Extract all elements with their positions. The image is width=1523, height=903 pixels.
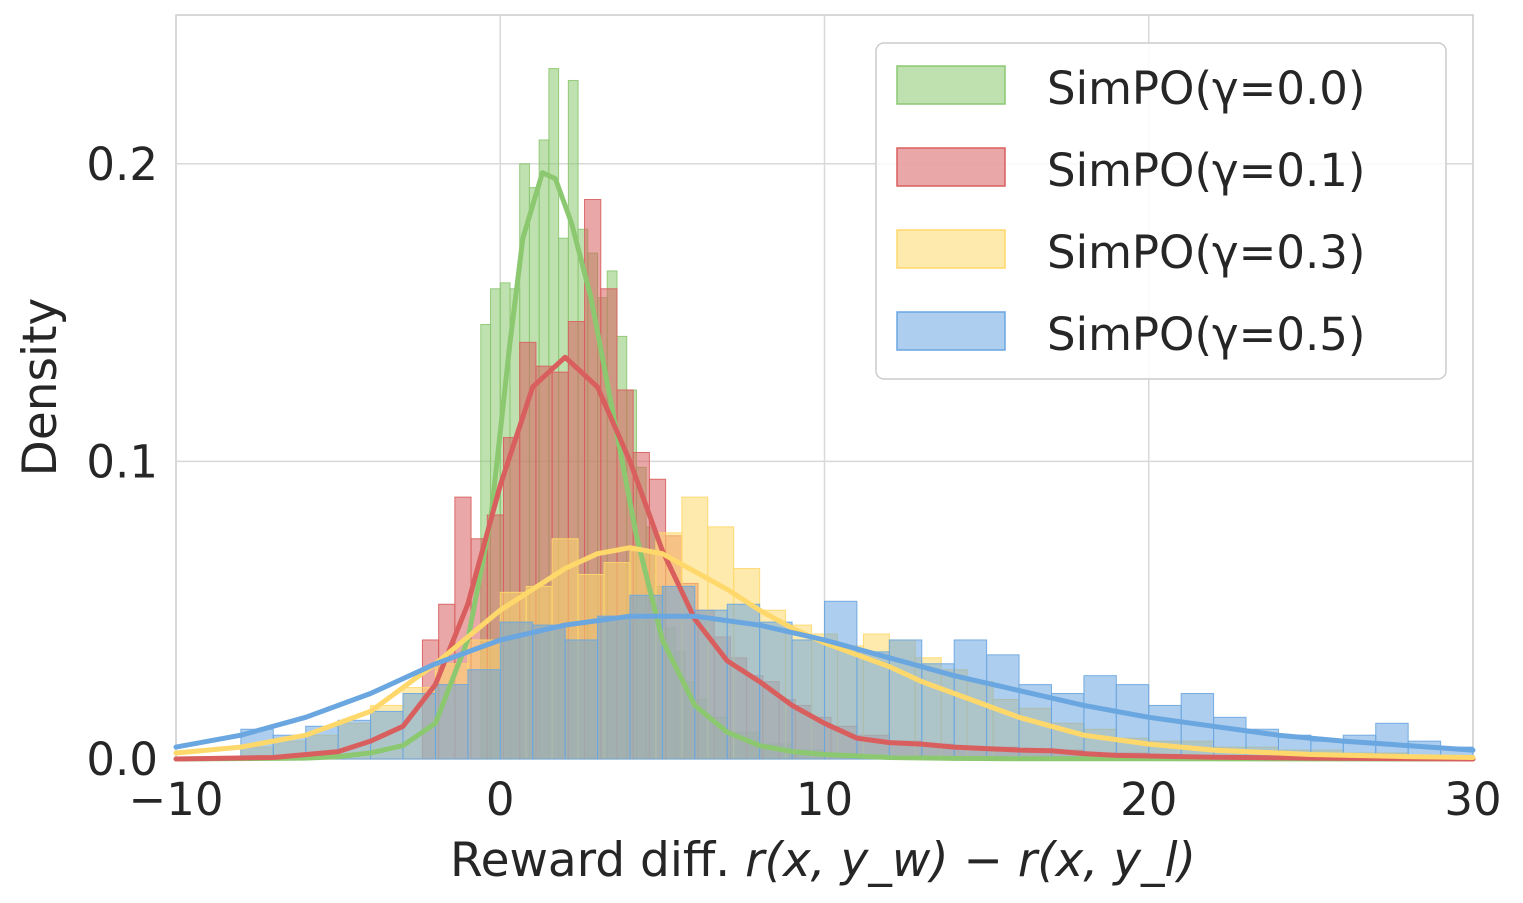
legend-swatch	[896, 65, 1006, 105]
histogram-bar	[564, 639, 599, 760]
x-tick-label: 20	[1120, 773, 1177, 826]
y-tick-label: 0.2	[86, 138, 158, 191]
histogram-bar	[434, 684, 469, 760]
x-tick-label: 30	[1444, 773, 1501, 826]
legend-label: SimPO(γ=0.5)	[1047, 308, 1365, 361]
legend-label: SimPO(γ=0.0)	[1047, 62, 1365, 115]
kde-line	[173, 613, 1476, 753]
kde-curves	[173, 170, 1476, 762]
x-tick-label: −10	[129, 773, 224, 826]
y-tick-label: 0.1	[86, 435, 158, 488]
histogram-bar	[694, 609, 728, 760]
y-axis-label: Density	[13, 298, 68, 477]
x-tick-label: 10	[796, 773, 853, 826]
histogram-bar	[532, 624, 566, 760]
tick-labels: −10 0 10 20 30 0.0 0.1 0.2	[86, 138, 1501, 826]
histogram-bar	[597, 615, 631, 760]
histogram-bar	[1083, 675, 1117, 760]
histogram-bar	[467, 669, 501, 760]
legend-label: SimPO(γ=0.3)	[1047, 226, 1365, 279]
legend-label: SimPO(γ=0.1)	[1047, 144, 1365, 197]
x-axis-label-math: r(x, y_w) − r(x, y_l)	[745, 833, 1196, 888]
x-axis-label: Reward diff. r(x, y_w) − r(x, y_l)	[450, 833, 1196, 888]
legend: SimPO(γ=0.0) SimPO(γ=0.1) SimPO(γ=0.3) SimP…	[875, 42, 1447, 380]
histogram-bar	[499, 621, 534, 760]
legend-swatch	[896, 147, 1006, 187]
legend-swatch	[896, 229, 1006, 269]
histogram-bar	[1148, 704, 1182, 760]
legend-frame	[875, 42, 1447, 380]
histogram-bar	[791, 639, 826, 760]
x-tick-label: 0	[486, 773, 515, 826]
x-axis-label-text: Reward diff.	[450, 833, 730, 888]
legend-swatch	[896, 311, 1006, 351]
histogram-bar	[1115, 684, 1150, 760]
y-tick-label: 0.0	[86, 733, 158, 786]
kde-line	[173, 354, 1476, 762]
kde-line	[173, 170, 1476, 762]
